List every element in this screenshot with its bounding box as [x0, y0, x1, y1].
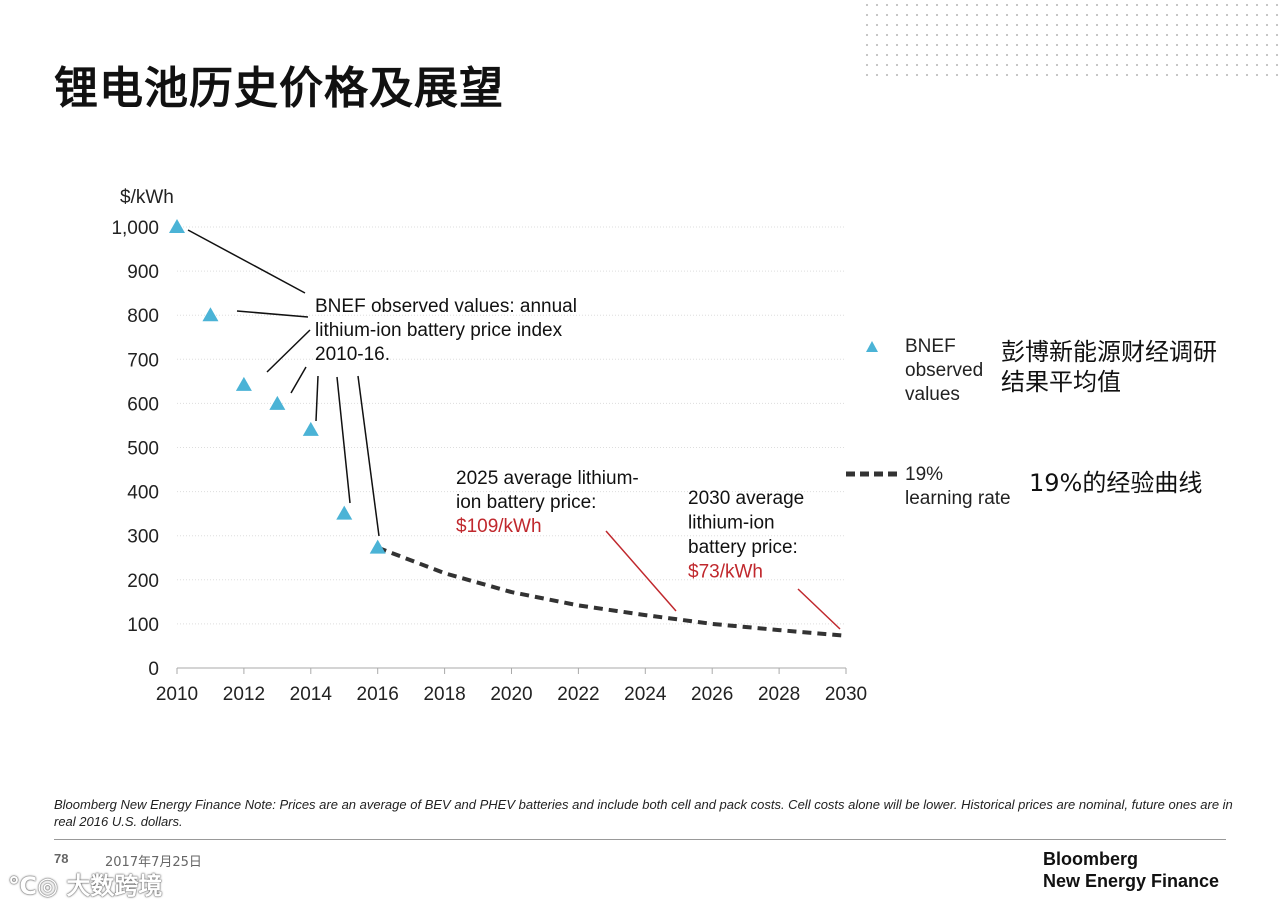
- y-tick-label: 900: [127, 262, 159, 283]
- y-tick-label: 0: [148, 659, 159, 680]
- x-tick-label: 2012: [223, 684, 265, 705]
- observed-point-triangle: [369, 539, 386, 554]
- x-tick-label: 2026: [691, 684, 733, 705]
- y-tick-label: 800: [127, 306, 159, 327]
- y-tick-label: 300: [127, 527, 159, 548]
- y-tick-label: 1,000: [111, 218, 159, 239]
- legend-observed-cn-line: 结果平均值: [1001, 368, 1121, 396]
- observed-annotation-line: 2010-16.: [315, 344, 390, 365]
- brand-line: New Energy Finance: [1043, 871, 1220, 891]
- observed-point-triangle: [302, 421, 319, 436]
- x-tick-label: 2024: [624, 684, 667, 705]
- annotation-leader-line: [266, 329, 311, 373]
- y-axis-label: $/kWh: [120, 187, 174, 208]
- observed-annotation-line: lithium-ion battery price index: [315, 320, 563, 341]
- x-tick-label: 2028: [758, 684, 800, 705]
- x-tick-label: 2030: [825, 684, 867, 705]
- y-tick-label: 400: [127, 483, 159, 504]
- x-tick-label: 2014: [290, 684, 333, 705]
- price2030-annotation-line: battery price:: [688, 537, 798, 558]
- page-title: 锂电池历史价格及展望: [54, 63, 504, 114]
- footer-divider: [54, 839, 1226, 840]
- y-tick-label: 100: [127, 615, 159, 636]
- price2030-annotation-line: lithium-ion: [688, 513, 775, 534]
- annotation-leader-line: [290, 366, 307, 394]
- observed-point-triangle: [202, 307, 219, 322]
- legend-triangle-icon: [866, 341, 878, 352]
- y-tick-label: 600: [127, 394, 159, 415]
- watermark-text: 大数跨境: [66, 872, 163, 900]
- price2025-annotation-line: ion battery price:: [456, 492, 596, 513]
- observed-point-triangle: [336, 505, 353, 520]
- legend-observed-cn-line: 彭博新能源财经调研: [1001, 338, 1217, 366]
- legend-learning-label: 19% learning rate: [905, 463, 1011, 511]
- price2025-annotation-highlight: $109/kWh: [456, 516, 542, 537]
- legend-observed-line: values: [905, 384, 960, 405]
- x-tick-label: 2016: [357, 684, 399, 705]
- annotation-leader-line: [236, 310, 309, 318]
- price2025-pointer-line: [605, 530, 677, 612]
- legend-observed-label: BNEF observed values: [905, 335, 983, 407]
- legend-learning-line: 19%: [905, 464, 944, 485]
- observed-point-triangle: [235, 376, 252, 391]
- legend-dashed-line-icon: [846, 471, 898, 477]
- battery-price-chart: 0 100 200 300 400 500 600 700 800 900 1,000 2010 201…: [111, 187, 867, 705]
- brand-logo: Bloomberg New Energy Finance: [1043, 848, 1219, 892]
- annotation-leader-line: [315, 375, 319, 422]
- legend-observed-cn: 彭博新能源财经调研 结果平均值: [1001, 337, 1217, 397]
- price2030-pointer-line: [797, 588, 841, 630]
- legend-learning-cn: 19%的经验曲线: [1029, 469, 1203, 497]
- x-tick-label: 2018: [423, 684, 465, 705]
- x-tick-label: 2020: [490, 684, 532, 705]
- watermark: ℃◎ 大数跨境: [8, 866, 162, 901]
- price2030-annotation-line: 2030 average: [688, 488, 804, 509]
- observed-point-triangle: [169, 219, 185, 233]
- annotation-leader-line: [357, 375, 380, 537]
- learning-rate-curve: [376, 545, 847, 638]
- legend-learning-line: learning rate: [905, 488, 1011, 509]
- brand-line: Bloomberg: [1043, 849, 1139, 869]
- legend-observed-line: observed: [905, 360, 984, 381]
- observed-annotation-line: BNEF observed values: annual: [315, 296, 577, 317]
- x-tick-label: 2010: [156, 684, 198, 705]
- observed-point-triangle: [269, 395, 286, 410]
- legend-observed-line: BNEF: [905, 336, 956, 357]
- page-number: 78: [54, 851, 69, 866]
- footer-date: 2017年7月25日: [105, 855, 202, 870]
- annotation-leader-line: [187, 229, 306, 294]
- y-tick-label: 200: [127, 571, 159, 592]
- footnote: Bloomberg New Energy Finance Note: Price…: [54, 797, 1233, 829]
- y-tick-label: 700: [127, 350, 159, 371]
- x-tick-label: 2022: [557, 684, 599, 705]
- y-tick-label: 500: [127, 439, 159, 460]
- price2025-annotation-line: 2025 average lithium-: [456, 468, 639, 489]
- decorative-dot-pattern: [862, 0, 1280, 82]
- annotation-leader-line: [336, 376, 351, 504]
- price2030-annotation-highlight: $73/kWh: [688, 562, 763, 583]
- watermark-logo-icon: ℃◎: [8, 872, 67, 900]
